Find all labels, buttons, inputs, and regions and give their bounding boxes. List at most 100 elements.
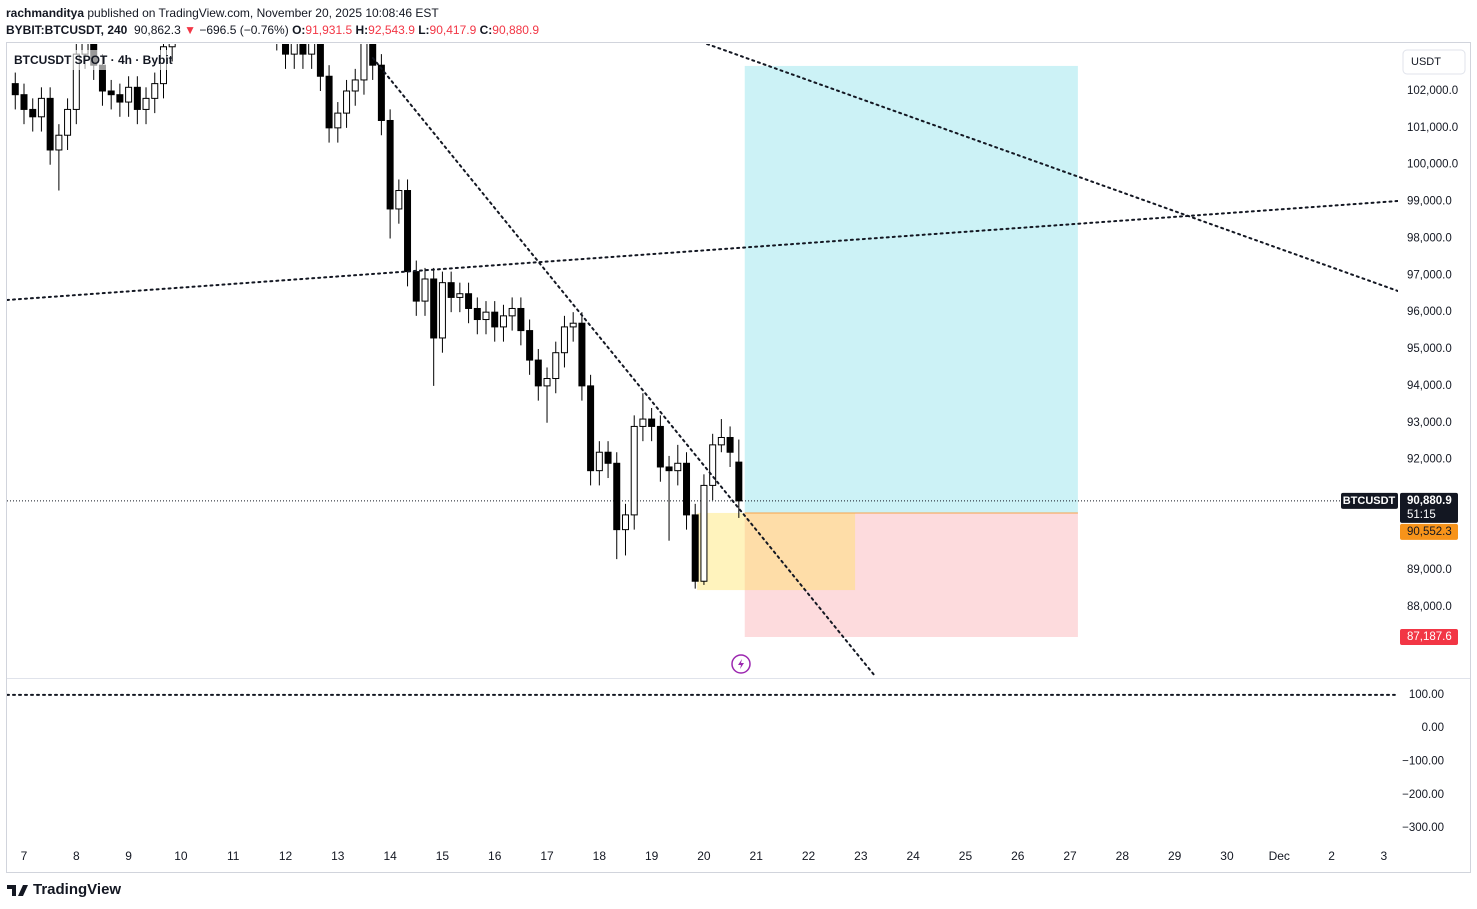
candle-body (316, 44, 324, 77)
logo[interactable] (7, 885, 28, 896)
plot (7, 0, 1398, 677)
candle-body (683, 462, 691, 516)
event-icon[interactable] (731, 654, 751, 674)
symbol-tag (1341, 492, 1398, 509)
candle-body (325, 75, 333, 129)
candle-body (360, 44, 368, 81)
y-tick-label: 94,000.0 (1407, 380, 1452, 392)
x-tick-label: 11 (227, 849, 240, 863)
x-tick-label: 29 (1168, 849, 1182, 863)
candle-body (656, 425, 664, 468)
candle-body (274, 21, 280, 36)
c-label: C: (479, 23, 493, 37)
candle-body (37, 97, 45, 118)
candle-body (726, 436, 734, 453)
candle-body (151, 83, 159, 99)
candle-body (569, 322, 577, 328)
publish-line: rachmanditya published on TradingView.co… (6, 5, 539, 22)
x-tick-label: 21 (750, 849, 764, 863)
target-zone (744, 65, 1078, 513)
o: 91,931.5 (305, 23, 353, 37)
candle-body (351, 79, 359, 92)
candle-body (560, 326, 568, 354)
candle-body (543, 378, 551, 387)
candle-body (377, 64, 385, 121)
candle-body (717, 436, 725, 446)
candle-body (248, 0, 254, 10)
candle-body (465, 293, 473, 309)
currency-button[interactable] (1402, 49, 1466, 75)
candle-body (395, 190, 403, 210)
candle-body (630, 425, 638, 516)
ohlc-line: BYBIT:BTCUSDT, 240 90,862.3 ▼ −696.5 (−0… (6, 22, 539, 39)
x-tick-label: 23 (854, 849, 868, 863)
published: published on TradingView.com, November 2… (87, 6, 439, 20)
price: 90,862.3 (134, 23, 181, 37)
candle-body (308, 44, 316, 55)
x-tick-label: 8 (73, 849, 80, 863)
l-label: L: (418, 23, 430, 37)
x-tick-label: 15 (436, 849, 450, 863)
frame (6, 42, 1471, 873)
indicator-tick-label: 0.00 (1422, 722, 1444, 734)
y-tick-label: 93,000.0 (1407, 417, 1452, 429)
candle-body (604, 451, 612, 464)
x-tick-label: 28 (1116, 849, 1130, 863)
candle-body (282, 44, 290, 55)
x-tick-label: 3 (1381, 849, 1388, 863)
x-tick-label: 17 (540, 849, 554, 863)
candle-body (178, 0, 184, 17)
candle-body (256, 0, 262, 17)
candle-body (613, 462, 621, 531)
y-tick-label: 96,000.0 (1407, 306, 1452, 318)
candle-body (11, 83, 19, 96)
candle-body (648, 418, 656, 427)
candle-body (735, 461, 743, 502)
h: 92,543.9 (368, 23, 415, 37)
candle-body (473, 307, 481, 321)
currency[interactable]: USDT (1411, 56, 1441, 68)
candle-body (412, 271, 420, 302)
entry-tag (1400, 523, 1458, 540)
candle-body (142, 97, 150, 110)
entry-tag-text: 90,552.3 (1407, 526, 1452, 538)
indicator-tick-label: 100.00 (1409, 689, 1444, 701)
candle-body (421, 278, 429, 302)
brand[interactable]: TradingView (33, 881, 121, 898)
indicator-tick-label: −300.00 (1402, 822, 1444, 834)
x-tick-label: 27 (1063, 849, 1077, 863)
candle-body (343, 90, 351, 114)
candle-body (491, 311, 499, 328)
candle-body (46, 97, 54, 151)
arrow: ▼ (184, 23, 196, 37)
stop-tag (1400, 628, 1458, 645)
o-label: O: (292, 23, 306, 37)
candle-body (386, 119, 394, 210)
h-label: H: (355, 23, 369, 37)
candle-body (595, 451, 603, 472)
candle-body (665, 466, 673, 472)
stop-zone (744, 512, 1078, 637)
author[interactable]: rachmanditya (6, 6, 85, 20)
candle-body (64, 108, 72, 136)
symbol: BYBIT:BTCUSDT, 240 (6, 23, 128, 37)
indicator-tick-label: −200.00 (1402, 789, 1444, 801)
indicator-tick-label: −100.00 (1402, 756, 1444, 768)
y-tick-label: 97,000.0 (1407, 269, 1452, 281)
x-tick-label: 26 (1011, 849, 1025, 863)
c: 90,880.9 (492, 23, 539, 37)
candle-body (438, 282, 446, 339)
candle-body (691, 514, 699, 582)
candle-body (517, 307, 525, 332)
x-tick-label: 22 (802, 849, 816, 863)
x-tick-label: 9 (125, 849, 132, 863)
candle-body (29, 108, 37, 118)
candle-body (578, 322, 586, 387)
stop-tag-text: 87,187.6 (1407, 631, 1452, 643)
candle-body (552, 352, 560, 380)
x-tick-label: 19 (645, 849, 659, 863)
candle-body (587, 385, 595, 472)
y-tick-label: 88,000.0 (1407, 601, 1452, 613)
candle-body (265, 17, 271, 21)
